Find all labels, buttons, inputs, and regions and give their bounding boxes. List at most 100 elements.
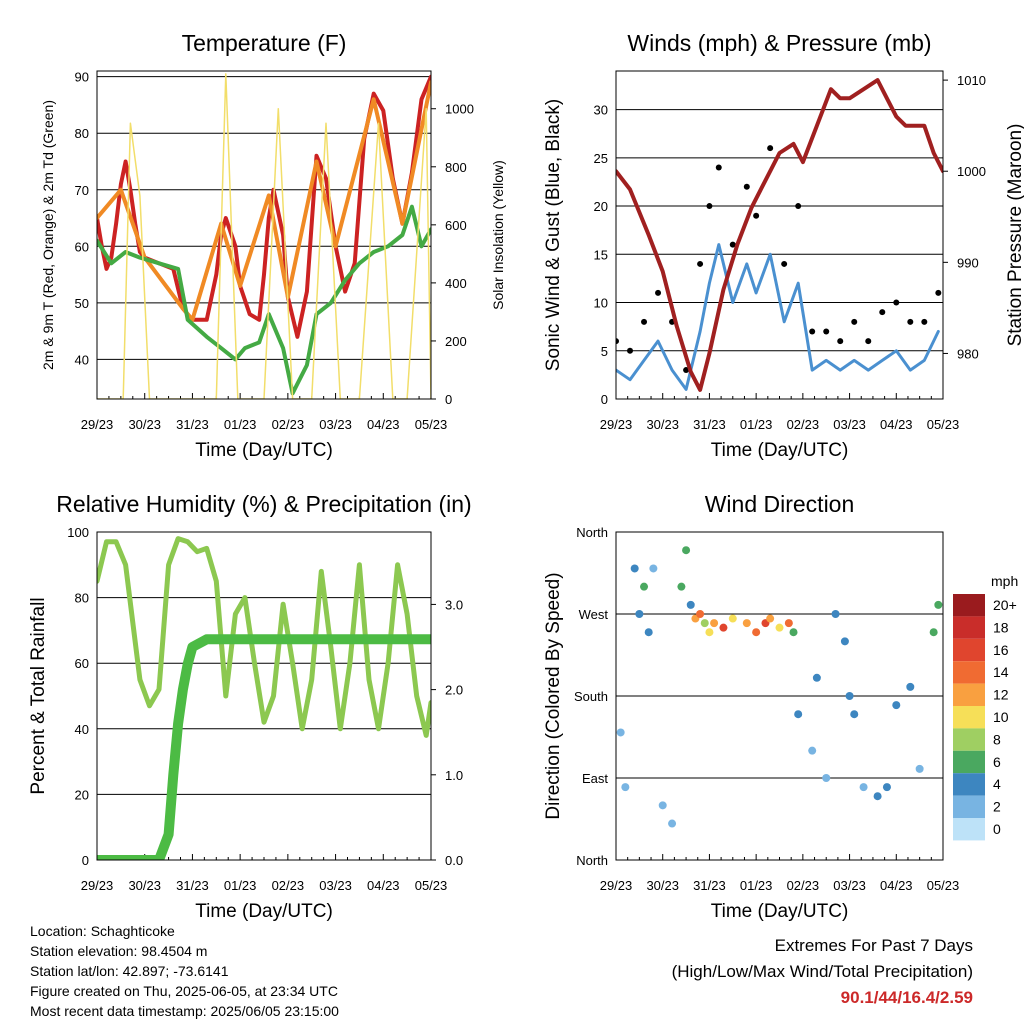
chart-title: Winds (mph) & Pressure (mb) xyxy=(627,30,931,56)
legend-swatch xyxy=(953,661,985,684)
gust-point xyxy=(795,203,802,210)
gust-point xyxy=(767,145,774,152)
data-point xyxy=(640,582,649,591)
data-point xyxy=(784,619,793,628)
data-point xyxy=(850,710,859,719)
x-tick-label: 04/23 xyxy=(367,878,400,893)
data-point xyxy=(789,628,798,637)
y-tick-label: 60 xyxy=(75,239,89,254)
data-point xyxy=(705,628,714,637)
data-point xyxy=(929,628,938,637)
chart-title: Temperature (F) xyxy=(182,30,347,56)
y-axis-label: Sonic Wind & Gust (Blue, Black) xyxy=(543,99,564,371)
data-point xyxy=(808,746,817,755)
data-point xyxy=(775,623,784,632)
series-line xyxy=(97,634,431,860)
gust-point xyxy=(823,328,830,335)
data-point xyxy=(700,619,709,628)
legend-swatch xyxy=(953,795,985,818)
data-point xyxy=(794,710,803,719)
data-point xyxy=(682,546,691,555)
y-axis-label: 2m & 9m T (Red, Orange) & 2m Td (Green) xyxy=(40,100,56,370)
chart-panel-3: Wind Direction North East South West North 29/… xyxy=(543,491,1018,922)
legend-swatch xyxy=(953,594,985,617)
legend-swatch xyxy=(953,773,985,796)
plot-frame xyxy=(96,70,432,400)
data-point xyxy=(766,614,775,623)
gust-point xyxy=(683,367,690,374)
x-tick-label: 29/23 xyxy=(81,878,114,893)
gust-point xyxy=(865,338,872,345)
data-point xyxy=(668,819,677,828)
x-tick-label: 31/23 xyxy=(176,878,209,893)
data-point xyxy=(882,783,891,792)
legend-swatch xyxy=(953,706,985,729)
plot-area xyxy=(97,73,431,399)
gust-point xyxy=(697,260,704,267)
plot-frame xyxy=(615,70,944,400)
y-tick-label: 50 xyxy=(75,296,89,311)
x-tick-label: 03/23 xyxy=(319,878,352,893)
y-axis-label: Direction (Colored By Speed) xyxy=(543,572,564,819)
x-tick-label: 02/23 xyxy=(787,878,820,893)
data-point xyxy=(840,637,849,646)
x-tick-label: 04/23 xyxy=(880,878,913,893)
legend-label: 10 xyxy=(993,709,1009,725)
y-tick-label: 0 xyxy=(82,853,89,868)
plot-frame xyxy=(615,531,944,861)
series-line xyxy=(97,204,431,396)
data-point xyxy=(915,764,924,773)
x-tick-label: 05/23 xyxy=(927,878,960,893)
y2-tick-label: 600 xyxy=(445,218,467,233)
series-line xyxy=(97,73,431,399)
legend-label: 8 xyxy=(993,731,1001,747)
data-point xyxy=(719,623,728,632)
x-tick-label: 03/23 xyxy=(833,417,866,432)
gust-point xyxy=(851,318,858,325)
y2-tick-label: 980 xyxy=(957,346,979,361)
y-axis-label: Percent & Total Rainfall xyxy=(28,597,49,794)
gust-point xyxy=(715,164,722,171)
x-tick-label: 03/23 xyxy=(319,417,352,432)
y-tick-label: 5 xyxy=(601,344,608,359)
legend-label: 0 xyxy=(993,821,1001,837)
x-tick-label: 30/23 xyxy=(128,417,161,432)
y-tick-label: 0 xyxy=(601,392,608,407)
y2-tick-label: 200 xyxy=(445,334,467,349)
data-point xyxy=(649,564,658,573)
gust-point xyxy=(743,183,750,190)
x-tick-label: 05/23 xyxy=(927,417,960,432)
station-location: Location: Schaghticoke xyxy=(30,923,175,939)
y-tick-label: 100 xyxy=(67,525,89,540)
y-tick-label: 40 xyxy=(75,352,89,367)
y-tick-label: 40 xyxy=(75,722,89,737)
plot-area xyxy=(616,546,943,828)
legend-label: 6 xyxy=(993,754,1001,770)
x-tick-label: 31/23 xyxy=(176,417,209,432)
y2-tick-label: 0 xyxy=(445,392,452,407)
x-axis-label: Time (Day/UTC) xyxy=(195,440,333,461)
x-tick-label: 01/23 xyxy=(740,878,773,893)
y2-tick-label: 990 xyxy=(957,255,979,270)
extremes-summary: Extremes For Past 7 Days (High/Low/Max W… xyxy=(672,933,973,1011)
legend-swatch xyxy=(953,750,985,774)
x-tick-label: 30/23 xyxy=(128,878,161,893)
y-tick-label: 30 xyxy=(594,103,608,118)
data-point xyxy=(873,792,882,801)
y-tick-label: 90 xyxy=(75,70,89,85)
legend-title: mph xyxy=(991,573,1018,589)
y-tick-label: 60 xyxy=(75,656,89,671)
data-timestamp: Most recent data timestamp: 2025/06/05 2… xyxy=(30,1003,339,1019)
data-point xyxy=(710,619,719,628)
y2-tick-label: 0.0 xyxy=(445,853,463,868)
chart-title: Relative Humidity (%) & Precipitation (i… xyxy=(56,491,471,517)
y-tick-label: 80 xyxy=(75,126,89,141)
gust-point xyxy=(706,203,713,210)
plot-area xyxy=(616,78,943,392)
x-tick-label: 31/23 xyxy=(693,417,726,432)
data-point xyxy=(728,614,737,623)
legend-label: 18 xyxy=(993,619,1009,635)
series-line xyxy=(616,243,940,391)
chart-panel-2: Relative Humidity (%) & Precipitation (i… xyxy=(28,491,472,922)
